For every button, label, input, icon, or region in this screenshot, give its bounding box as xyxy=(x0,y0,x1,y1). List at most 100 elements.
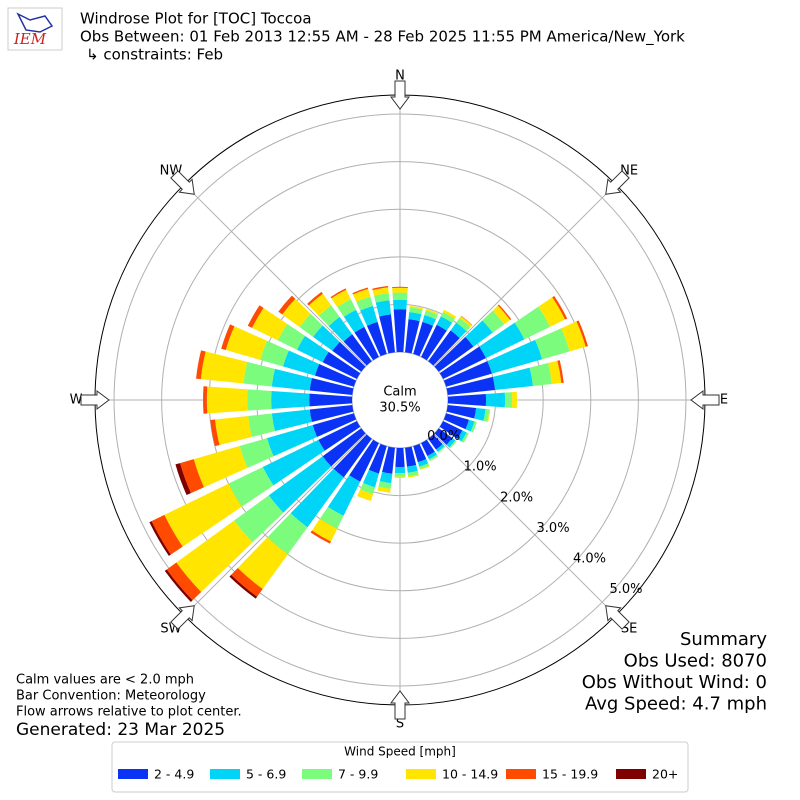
bar-segment xyxy=(248,413,275,437)
legend-swatch xyxy=(506,769,536,779)
bar-segment xyxy=(405,319,420,354)
compass-label: W xyxy=(70,393,83,408)
bar-segment xyxy=(470,421,477,433)
chart-subtitle: Obs Between: 01 Feb 2013 12:55 AM - 28 F… xyxy=(80,28,685,47)
bar-segment xyxy=(561,321,586,352)
legend-swatch xyxy=(302,769,332,779)
bar-segment xyxy=(203,386,208,414)
bar-segment xyxy=(352,288,371,302)
bar-segment xyxy=(465,320,493,347)
calm-value: 30.5% xyxy=(379,401,420,416)
bar-segment xyxy=(514,306,551,340)
ring-tick-label: 2.0% xyxy=(500,490,533,505)
note: Calm values are < 2.0 mph xyxy=(16,673,194,688)
legend-swatch xyxy=(406,769,436,779)
bar-segment xyxy=(372,287,389,296)
bar-segment xyxy=(196,350,206,380)
bar-segment xyxy=(366,321,387,357)
bar-segment xyxy=(309,378,354,395)
bar-segment xyxy=(395,447,405,468)
bar-segment xyxy=(271,409,312,432)
bar-segment xyxy=(247,305,264,328)
flow-arrow xyxy=(390,690,410,720)
bar-segment xyxy=(492,367,533,391)
flow-arrow-shape xyxy=(390,690,410,720)
compass-label: E xyxy=(720,393,728,408)
flow-arrow-shape xyxy=(170,605,195,630)
note: Bar Convention: Meteorology xyxy=(16,689,206,704)
bar-segment xyxy=(243,361,275,387)
bar-segment xyxy=(200,351,248,384)
bar-segment xyxy=(552,295,568,320)
bar-segment xyxy=(327,475,361,516)
ring-tick-label: 1.0% xyxy=(464,460,497,475)
bar-segment xyxy=(328,316,353,342)
flow-arrow xyxy=(605,605,630,630)
bar-segment xyxy=(434,428,453,445)
bar-segment xyxy=(307,291,323,306)
bar-segment xyxy=(482,310,505,333)
bar-segment xyxy=(419,463,430,470)
generated-date: Generated: 23 Mar 2025 xyxy=(16,720,225,740)
logo-text: IEM xyxy=(13,30,47,48)
bar-segment xyxy=(425,309,439,315)
bar-segment xyxy=(419,465,430,470)
bar-segment xyxy=(266,425,318,457)
bar-segment xyxy=(234,495,284,543)
logo: IEM xyxy=(7,7,63,51)
flow-arrow-shape xyxy=(605,605,630,630)
bar-segment xyxy=(175,463,191,496)
bar-segment xyxy=(206,386,248,414)
bar-segment xyxy=(497,304,512,321)
bar-segment xyxy=(407,471,419,477)
bar-segment xyxy=(332,341,366,372)
bar-segment xyxy=(372,285,389,291)
bar-segment xyxy=(221,324,235,351)
bar-segment xyxy=(392,299,408,310)
bar-segment xyxy=(379,314,395,354)
bar-segment xyxy=(424,310,438,320)
ring-tick-label: 5.0% xyxy=(609,582,642,597)
bar-segment xyxy=(271,368,312,391)
legend-title: Wind Speed [mph] xyxy=(344,745,456,759)
bar-segment xyxy=(421,324,447,361)
bar-segment xyxy=(459,316,473,328)
bar-segment xyxy=(428,330,460,366)
bar-segment xyxy=(319,506,344,529)
bar-segment xyxy=(436,316,453,331)
bar-segment xyxy=(363,469,379,488)
bar-segment xyxy=(296,335,329,363)
bar-segment xyxy=(149,521,171,556)
bar-segment xyxy=(164,569,193,602)
bar-segment xyxy=(421,439,435,456)
bar-segment xyxy=(349,439,379,482)
bar-segment xyxy=(449,440,457,449)
bar-segment xyxy=(228,466,274,507)
bar-segment xyxy=(557,360,564,384)
bar-segment xyxy=(318,421,361,451)
bar-segment xyxy=(446,376,496,395)
bar-segment xyxy=(377,486,391,493)
bar-segment xyxy=(247,389,272,411)
bar-segment xyxy=(215,415,252,446)
bar-segment xyxy=(413,321,434,357)
bar-segment xyxy=(461,432,469,443)
bar-segment xyxy=(290,468,344,528)
legend-label: 7 - 9.9 xyxy=(338,767,378,782)
bar-segment xyxy=(394,466,406,474)
bar-segment xyxy=(576,320,588,347)
bar-segment xyxy=(282,350,320,376)
bar-segment xyxy=(487,339,543,374)
legend-label: 15 - 19.9 xyxy=(542,767,598,782)
ring-grid-line xyxy=(161,161,639,639)
bar-segment xyxy=(394,473,406,477)
bar-segment xyxy=(457,430,467,442)
bar-segment xyxy=(487,409,491,422)
bar-segment xyxy=(331,289,351,307)
bar-segment xyxy=(535,328,570,360)
bar-segment xyxy=(440,311,455,323)
bar-segment xyxy=(427,451,437,460)
